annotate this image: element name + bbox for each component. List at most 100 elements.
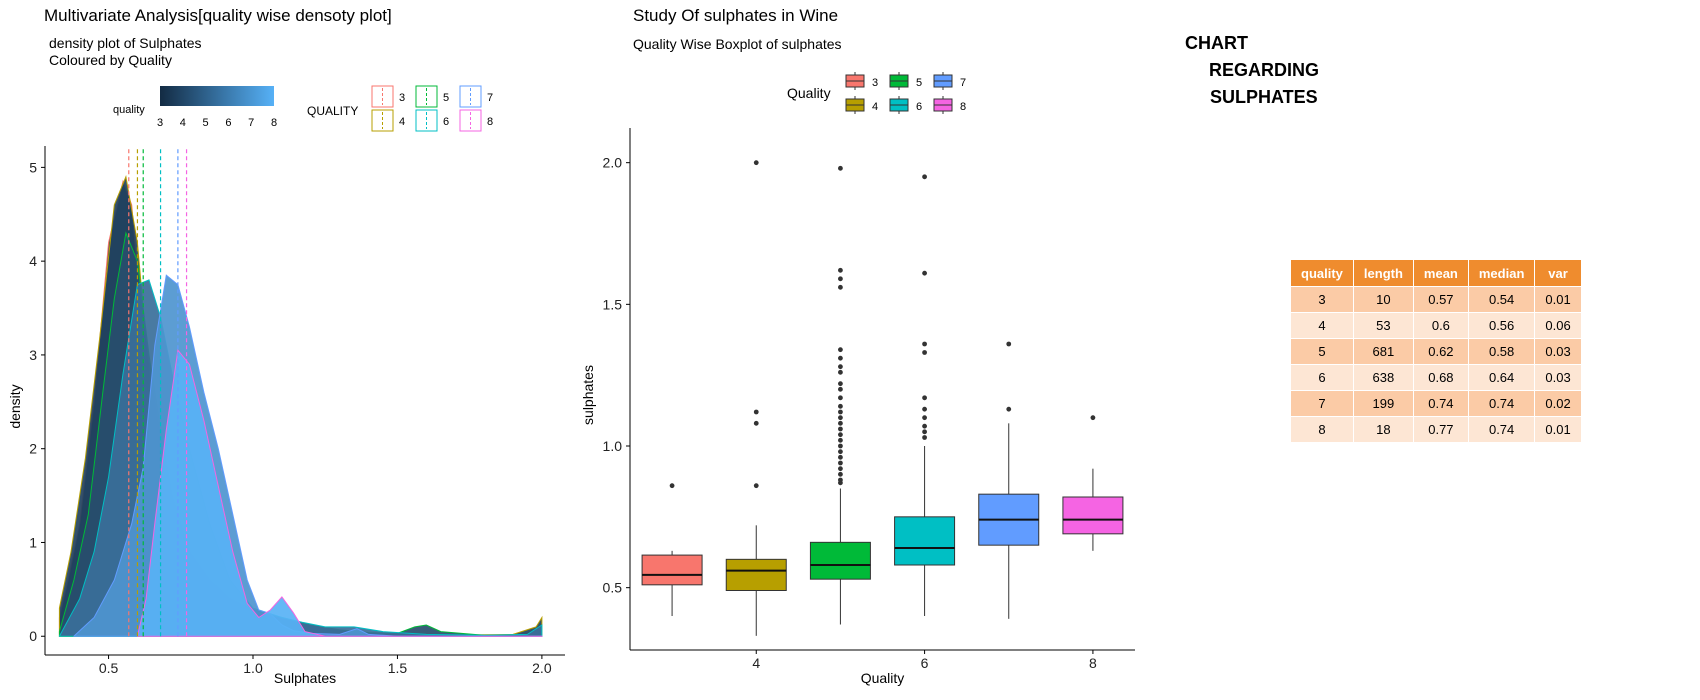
boxplot-legend-label-7: 7: [960, 77, 966, 89]
stats-table-header-median: median: [1467, 259, 1536, 287]
line-legend-key-5: [415, 85, 438, 108]
box-outlier-point: [922, 350, 927, 355]
table-cell-mean: 0.68: [1412, 364, 1469, 391]
table-row: 7 199 0.74 0.74 0.02: [1290, 390, 1582, 417]
stats-table-header-length: length: [1352, 259, 1414, 287]
table-cell-mean: 0.6: [1412, 312, 1469, 339]
table-cell-length: 638: [1352, 364, 1414, 391]
density-y-tick-label: 3: [29, 347, 37, 363]
line-legend-label-3: 3: [399, 92, 405, 104]
box-outlier-point: [838, 426, 843, 432]
table-cell-quality: 6: [1290, 364, 1354, 391]
line-legend-key-3: [371, 85, 394, 108]
box-outlier-point: [838, 284, 843, 290]
density-y-tick-label: 1: [29, 534, 37, 550]
table-cell-median: 0.64: [1467, 364, 1536, 391]
table-cell-median: 0.54: [1467, 286, 1536, 313]
table-cell-quality: 5: [1290, 338, 1354, 365]
density-y-tick-label: 4: [29, 253, 37, 269]
box-outlier-point: [838, 471, 843, 477]
box-outlier-point: [838, 355, 843, 361]
box-outlier-point: [922, 341, 927, 347]
box-outlier-point: [922, 395, 927, 401]
box-outlier-point: [838, 454, 843, 460]
density-chart-subtitle-line1: density plot of Sulphates: [49, 35, 202, 51]
density-x-tick-label: 0.5: [99, 660, 119, 676]
table-cell-quality: 8: [1290, 416, 1354, 443]
table-cell-quality: 3: [1290, 286, 1354, 313]
boxplot-y-axis-label: sulphates: [580, 365, 596, 425]
table-row: 4 53 0.6 0.56 0.06: [1290, 312, 1582, 339]
boxplot-legend-label-6: 6: [916, 101, 922, 113]
box-outlier-point: [922, 429, 927, 435]
boxplot-legend-label-8: 8: [960, 101, 966, 113]
box-outlier-point: [838, 432, 843, 438]
fill-legend-title: quality: [113, 104, 145, 116]
box-outlier-point: [922, 406, 927, 412]
box-outlier-point: [838, 381, 843, 387]
boxplot-legend-label-4: 4: [872, 101, 878, 113]
box-outlier-point: [838, 409, 843, 415]
boxplot-y-tick-label: 1.0: [603, 438, 623, 454]
fill-legend-tick: 6: [225, 117, 231, 129]
table-cell-length: 681: [1352, 338, 1414, 365]
table-cell-mean: 0.77: [1412, 416, 1469, 443]
table-cell-var: 0.02: [1534, 390, 1582, 417]
box-outlier-point: [922, 270, 927, 276]
fill-legend-tick: 7: [248, 117, 254, 129]
boxplot-x-tick-label: 8: [1089, 655, 1097, 671]
table-cell-length: 10: [1352, 286, 1414, 313]
density-x-axis-label: Sulphates: [274, 670, 336, 686]
table-cell-mean: 0.62: [1412, 338, 1469, 365]
line-legend-key-7: [459, 85, 482, 108]
box-body-8: [1062, 496, 1124, 535]
box-outlier-point: [1006, 341, 1012, 347]
density-y-tick-label: 2: [29, 441, 37, 457]
box-outlier-point: [753, 409, 759, 415]
line-legend-key-4: [371, 109, 394, 132]
table-cell-var: 0.01: [1534, 416, 1582, 443]
density-y-tick-label: 0: [29, 628, 37, 644]
boxplot-x-tick-label: 6: [921, 655, 929, 671]
table-row: 8 18 0.77 0.74 0.01: [1290, 416, 1582, 443]
box-outlier-point: [838, 369, 843, 375]
line-legend-key-8: [459, 109, 482, 132]
box-outlier-point: [838, 403, 843, 409]
line-legend-label-8: 8: [487, 116, 493, 128]
table-cell-var: 0.03: [1534, 364, 1582, 391]
box-outlier-point: [1090, 415, 1096, 421]
boxplot-chart-subtitle: Quality Wise Boxplot of sulphates: [633, 36, 842, 52]
table-cell-mean: 0.57: [1412, 286, 1469, 313]
table-cell-mean: 0.74: [1412, 390, 1469, 417]
box-outlier-point: [838, 477, 843, 483]
boxplot-y-tick-label: 1.5: [603, 296, 623, 312]
stats-table-header-var: var: [1534, 259, 1582, 287]
density-chart-subtitle-line2: Coloured by Quality: [49, 52, 172, 68]
boxplot-legend-title: Quality: [787, 85, 831, 101]
side-title-line2: REGARDING: [1209, 60, 1320, 80]
density-x-tick-label: 1.5: [388, 660, 408, 676]
table-cell-median: 0.74: [1467, 390, 1536, 417]
density-y-axis-label: density: [7, 384, 23, 428]
boxplot-x-tick-label: 4: [752, 655, 760, 671]
boxplot-y-tick-label: 0.5: [603, 580, 623, 596]
box-outlier-point: [838, 364, 843, 370]
line-legend-label-7: 7: [487, 92, 493, 104]
table-cell-median: 0.56: [1467, 312, 1536, 339]
stats-table-header-mean: mean: [1412, 259, 1469, 287]
fill-legend-colorbar: [160, 86, 274, 106]
box-outlier-point: [922, 415, 927, 421]
box-outlier-point: [838, 443, 843, 449]
table-row: 3 10 0.57 0.54 0.01: [1290, 286, 1582, 313]
table-row: 5 681 0.62 0.58 0.03: [1290, 338, 1582, 365]
box-body-6: [894, 516, 956, 566]
density-x-tick-label: 1.0: [243, 660, 263, 676]
box-outlier-point: [753, 483, 759, 489]
table-cell-quality: 4: [1290, 312, 1354, 339]
box-outlier-point: [838, 165, 843, 171]
box-outlier-point: [753, 420, 759, 426]
fill-legend-tick: 5: [203, 117, 209, 129]
boxplot-y-tick-label: 2.0: [603, 155, 623, 171]
box-outlier-point: [838, 466, 843, 472]
stats-table-header-row: quality length mean median var: [1290, 259, 1582, 287]
